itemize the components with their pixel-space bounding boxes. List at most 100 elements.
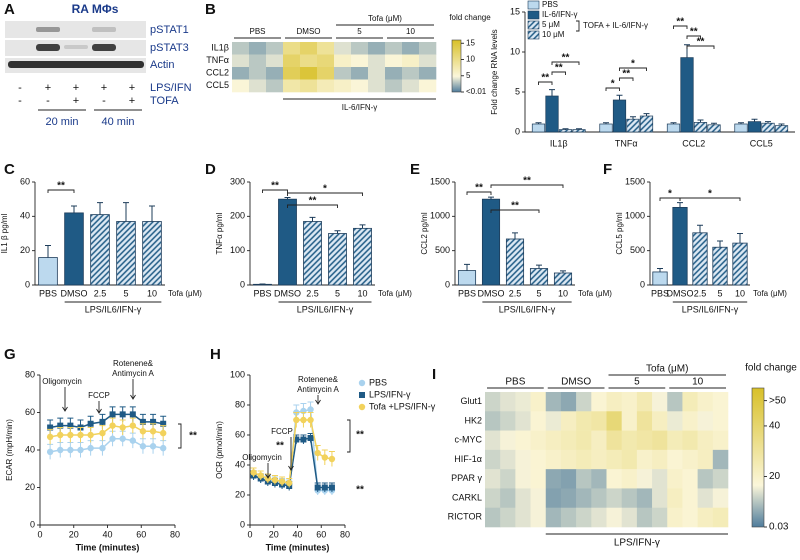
marker (139, 443, 147, 450)
heat-cell (636, 392, 653, 412)
row-label: Glut1 (460, 396, 482, 406)
row-label: RICTOR (448, 512, 483, 522)
y-tick-label: 20 (20, 245, 30, 255)
heat-cell (515, 449, 531, 470)
heat-cell (591, 507, 607, 528)
heat-cell (419, 79, 437, 93)
heat-cell (697, 430, 714, 451)
marker (129, 437, 137, 444)
annotation-arrow (288, 437, 294, 471)
x-tick-label: CCL5 (750, 138, 773, 148)
heat-cell (500, 392, 516, 412)
heat-cell (667, 411, 683, 431)
y-tick-label: 80 (235, 399, 245, 409)
marker (67, 422, 74, 429)
annotation: ** (189, 431, 197, 442)
heat-cell (485, 392, 501, 412)
heat-cell (652, 430, 668, 451)
treatment-mark: - (102, 95, 106, 107)
heat-cell (606, 469, 622, 489)
heat-cell (636, 430, 653, 451)
panel-letter: B (205, 1, 216, 18)
annotation-arrow (96, 401, 102, 414)
colorbar-tick-label: >50 (769, 395, 786, 406)
y-axis-label: IL1 β pg/ml (0, 213, 9, 253)
heat-cell (385, 42, 403, 55)
legend-swatch (527, 10, 540, 20)
sig-bracket (287, 192, 363, 196)
bar (761, 122, 775, 133)
treatment-mark: + (73, 82, 79, 94)
legend-label: LPS/IFN-γ (369, 389, 411, 399)
y-tick-label: 0 (240, 279, 245, 289)
heat-cell (621, 392, 638, 412)
heat-cell (402, 42, 420, 55)
y-axis-label: TNFα pg/ml (215, 212, 224, 254)
sig-label: * (668, 189, 672, 200)
heat-cell (485, 411, 501, 431)
heat-cell (266, 79, 284, 93)
x-tick-label: 10 (357, 288, 367, 298)
x-tick-label: 60 (316, 529, 326, 539)
heat-cell (667, 449, 683, 470)
heat-cell (368, 42, 386, 55)
panel-letter: E (410, 161, 420, 178)
sig-bracket (538, 81, 553, 85)
marker (46, 448, 54, 456)
heat-cell (545, 449, 562, 470)
heat-cell (712, 411, 729, 431)
colorbar-tick-label: 15 (466, 38, 475, 47)
marker (314, 484, 321, 491)
marker (307, 406, 314, 413)
x-axis-label: Time (minutes) (76, 542, 140, 552)
heat-cell (266, 67, 284, 80)
marker (57, 431, 64, 439)
heat-cell (576, 507, 592, 528)
bar (558, 129, 573, 133)
row-label: c-MYC (455, 435, 483, 445)
sig-label: * (708, 189, 712, 200)
y-tick-label: 0 (240, 519, 245, 529)
y-tick-label: 15 (510, 6, 520, 16)
heat-cell (667, 392, 683, 412)
tofa-label: Tofa (μM) (368, 14, 402, 23)
heat-cell (385, 67, 403, 80)
heat-cell (576, 449, 592, 470)
treatment-label: TOFA (150, 95, 179, 107)
marker (129, 411, 136, 418)
bar (707, 124, 721, 133)
row-label: TNFα (206, 55, 229, 65)
heat-cell (712, 430, 729, 451)
band (8, 61, 144, 68)
x-tick-label: DMSO (667, 288, 694, 298)
heat-cell (697, 392, 714, 412)
x-tick-label: PBS (458, 288, 476, 298)
heat-cell (317, 54, 335, 68)
x-tick-label: 0 (37, 529, 42, 539)
error-bar (657, 268, 663, 272)
annotation: FCCP (88, 391, 110, 400)
y-axis-label: OCR (pmol/min) (215, 421, 224, 479)
heat-cell (652, 411, 668, 431)
y-tick-label: 100 (230, 245, 245, 255)
heat-cell (621, 449, 638, 470)
x-tick-label: DMSO (274, 288, 301, 298)
heat-cell (636, 411, 653, 431)
sig-label: * (631, 59, 635, 70)
heat-cell (560, 392, 577, 412)
sig-bracket (686, 45, 715, 49)
x-tick-label: 2.5 (94, 288, 107, 298)
heat-cell (560, 411, 577, 431)
heat-cell (515, 488, 531, 509)
heat-cell (545, 469, 562, 489)
heat-cell (530, 430, 547, 451)
x-tick-label: 5 (123, 288, 128, 298)
heat-cell (485, 469, 501, 489)
y-tick-label: 5 (515, 86, 520, 96)
marker (99, 444, 106, 452)
marker (77, 446, 84, 454)
heat-cell (560, 507, 577, 528)
y-tick-label: 60 (20, 176, 30, 186)
heat-cell (712, 392, 729, 412)
heat-cell (368, 54, 386, 68)
